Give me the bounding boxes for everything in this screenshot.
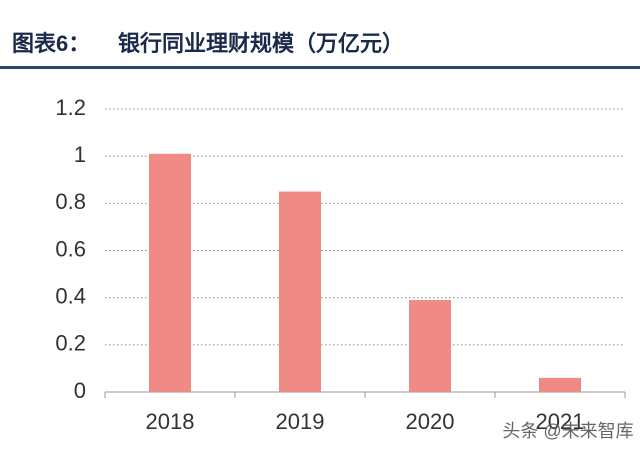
y-tick-label: 0.8 (55, 189, 86, 214)
bar (409, 300, 451, 392)
y-tick-label: 0.6 (55, 236, 86, 261)
x-tick-label: 2021 (536, 409, 585, 434)
bar (279, 191, 321, 392)
chart-title-label: 图表6： (12, 31, 90, 56)
chart-title: 银行同业理财规模（万亿元） (118, 31, 404, 56)
y-tick-label: 0.2 (55, 331, 86, 356)
x-tick-label: 2020 (406, 409, 455, 434)
y-tick-label: 1 (74, 142, 86, 167)
x-tick-label: 2019 (276, 409, 325, 434)
x-tick-label: 2018 (146, 409, 195, 434)
title-rule (0, 66, 640, 69)
y-tick-label: 1.2 (55, 95, 86, 120)
watermark: 头条 @未来智库 (502, 421, 633, 441)
bar (539, 377, 581, 392)
bar (149, 153, 191, 392)
y-tick-label: 0 (74, 378, 86, 403)
y-tick-label: 0.4 (55, 283, 86, 308)
